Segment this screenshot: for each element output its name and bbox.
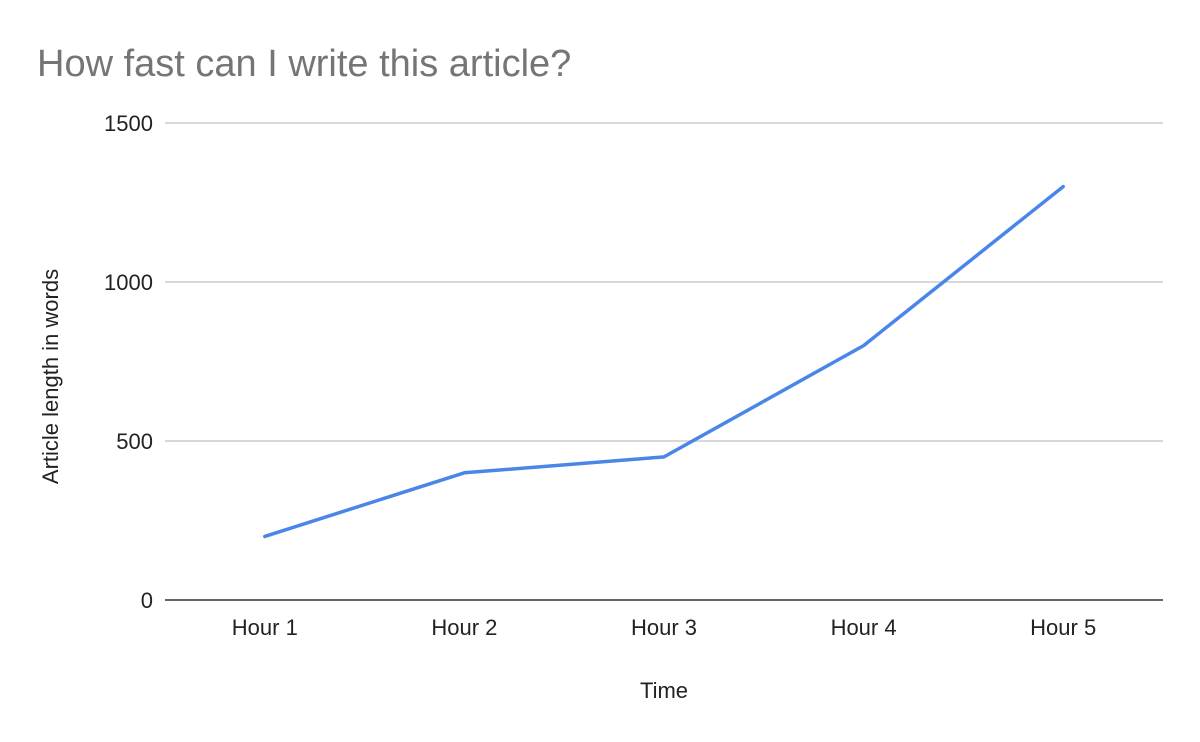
x-tick-label: Hour 4 — [831, 615, 897, 640]
x-tick-label: Hour 2 — [431, 615, 497, 640]
series-line — [263, 184, 1065, 539]
x-tick-label: Hour 5 — [1030, 615, 1096, 640]
x-axis-title: Time — [640, 678, 688, 703]
x-axis-tick-labels: Hour 1 Hour 2 Hour 3 Hour 4 Hour 5 — [232, 615, 1096, 640]
y-axis-tick-labels: 0 500 1000 1500 — [104, 111, 153, 613]
y-tick-label: 1000 — [104, 270, 153, 295]
chart-title: How fast can I write this article? — [37, 43, 571, 85]
series-layer — [263, 184, 1065, 539]
y-axis-title: Article length in words — [38, 269, 63, 484]
x-tick-label: Hour 3 — [631, 615, 697, 640]
x-tick-label: Hour 1 — [232, 615, 298, 640]
y-tick-label: 1500 — [104, 111, 153, 136]
y-tick-label: 0 — [141, 588, 153, 613]
y-tick-label: 500 — [116, 429, 153, 454]
gridlines — [165, 122, 1163, 442]
